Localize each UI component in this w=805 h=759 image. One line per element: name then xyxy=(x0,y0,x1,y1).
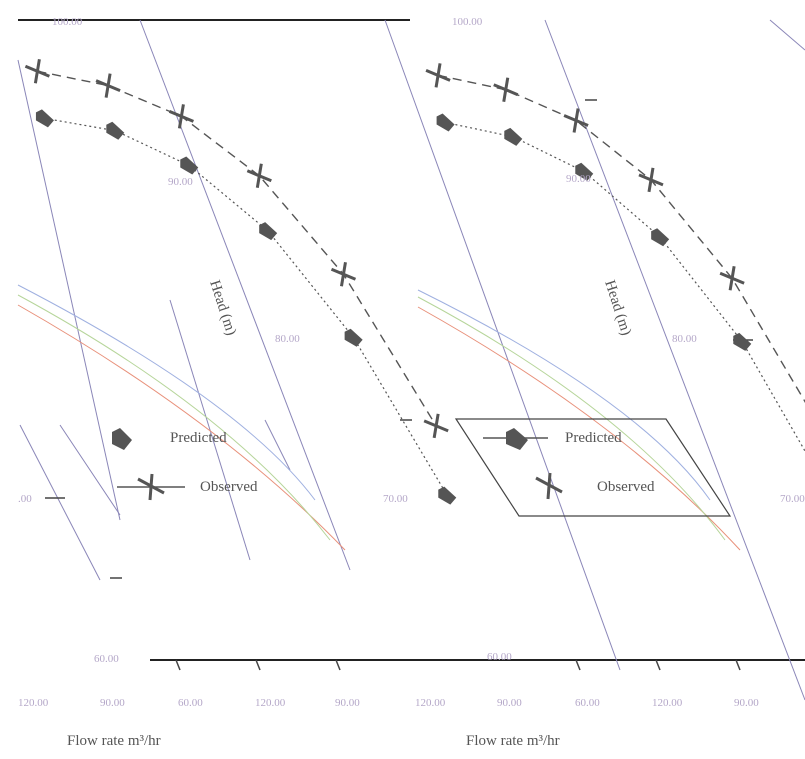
legend-observed-marker xyxy=(535,472,563,500)
legend-right: Predicted Observed xyxy=(454,418,732,517)
curve-green xyxy=(17,294,331,541)
x-tick-label: 120.00 xyxy=(18,697,49,709)
curve-blue xyxy=(417,289,711,501)
predicted-marker xyxy=(504,127,523,146)
predicted-marker xyxy=(651,228,670,247)
grid-line xyxy=(544,19,805,701)
tick-mark xyxy=(255,659,261,671)
observed-marker xyxy=(95,73,121,98)
legend-left: Predicted Observed xyxy=(112,428,258,501)
observed-marker xyxy=(330,261,357,287)
y-tick-label: 60.00 xyxy=(487,651,512,663)
series-line-observed xyxy=(37,70,437,427)
grid-line xyxy=(169,299,251,561)
y-axis-title: Head (m) xyxy=(206,278,239,337)
predicted-marker xyxy=(259,222,278,241)
grid-line xyxy=(264,419,291,471)
observed-marker xyxy=(246,163,272,189)
observed-marker xyxy=(24,59,50,84)
legend-box xyxy=(454,418,732,517)
legend-predicted-label: Predicted xyxy=(565,430,622,446)
observed-marker xyxy=(563,108,589,133)
tick-mark xyxy=(655,659,661,671)
predicted-marker xyxy=(575,162,594,181)
observed-marker xyxy=(168,104,194,129)
x-tick-label: 90.00 xyxy=(100,697,125,709)
x-tick-label: 90.00 xyxy=(734,697,759,709)
x-tick-label: 90.00 xyxy=(497,697,522,709)
y-axis-title: Head (m) xyxy=(601,278,634,337)
legend-predicted-label: Predicted xyxy=(170,430,227,446)
y-tick-label: 60.00 xyxy=(94,653,119,665)
x-tick-label: 60.00 xyxy=(575,697,600,709)
x-tick-label: 60.00 xyxy=(178,697,203,709)
grid-line xyxy=(384,19,621,671)
x-tick-label: 120.00 xyxy=(415,697,446,709)
predicted-marker xyxy=(35,109,54,128)
tick-mark xyxy=(575,659,581,671)
grid-line xyxy=(17,59,121,521)
y-tick-label: 90.00 xyxy=(566,173,591,185)
series-line-observed xyxy=(437,74,805,403)
legend-predicted-marker xyxy=(506,428,528,450)
legend-predicted-marker xyxy=(112,428,132,450)
predicted-marker xyxy=(436,113,455,132)
grid-line xyxy=(769,19,805,51)
grid-line xyxy=(139,19,351,571)
y-tick-label: 70.00 xyxy=(383,493,408,505)
observed-marker xyxy=(638,167,664,193)
tick-mark xyxy=(175,659,181,671)
x-tick-label: 120.00 xyxy=(652,697,683,709)
observed-marker xyxy=(425,63,451,88)
predicted-marker xyxy=(733,332,752,351)
predicted-marker xyxy=(106,121,125,140)
x-tick-label: 120.00 xyxy=(255,697,286,709)
observed-marker xyxy=(493,77,519,102)
grid-line xyxy=(59,424,121,516)
y-tick-label: 80.00 xyxy=(275,333,300,345)
predicted-marker xyxy=(438,486,457,505)
curve-group xyxy=(17,284,741,551)
x-axis-title: Flow rate m³/hr xyxy=(466,733,560,749)
predicted-marker xyxy=(344,328,363,347)
grid-lines xyxy=(17,19,805,701)
predicted-marker xyxy=(180,156,199,175)
y-tick-label: .00 xyxy=(18,493,32,505)
observed-marker xyxy=(423,413,449,439)
tick-mark xyxy=(335,659,341,671)
tick-mark xyxy=(735,659,741,671)
y-tick-label: 80.00 xyxy=(672,333,697,345)
legend-observed-label: Observed xyxy=(200,479,258,495)
x-axis-title: Flow rate m³/hr xyxy=(67,733,161,749)
grid-line xyxy=(19,424,101,581)
x-tick-label: 90.00 xyxy=(335,697,360,709)
curve-green xyxy=(417,296,726,541)
curve-blue xyxy=(17,284,316,501)
y-tick-label: 90.00 xyxy=(168,176,193,188)
y-tick-label: 100.00 xyxy=(452,16,483,28)
y-tick-label: 100.00 xyxy=(52,16,83,28)
y-tick-label: 70.00 xyxy=(780,493,805,505)
tick-marks xyxy=(45,99,753,671)
series-line-predicted xyxy=(445,121,805,453)
legend-observed-marker xyxy=(137,473,165,501)
legend-observed-label: Observed xyxy=(597,479,655,495)
series-layer xyxy=(24,59,805,505)
observed-marker xyxy=(719,266,745,291)
series-line-predicted xyxy=(44,117,448,496)
